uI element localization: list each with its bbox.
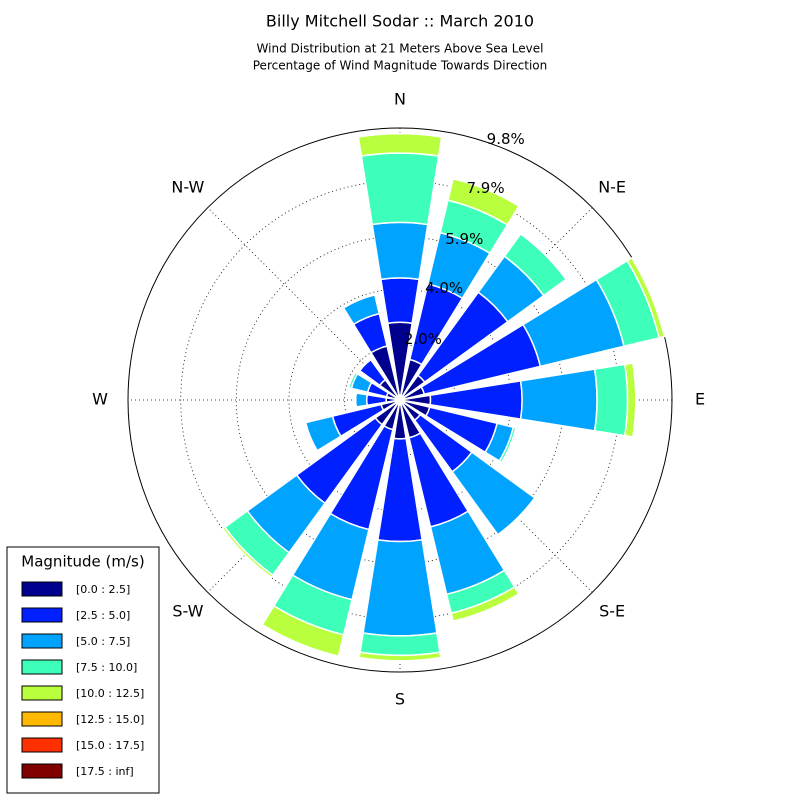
wedge [354,392,357,408]
legend-swatch [21,607,63,623]
legend-label: [12.5 : 15.0] [76,713,144,726]
bars [221,132,666,662]
legend-label: [15.0 : 17.5] [76,739,144,752]
direction-label: N [394,90,406,109]
legend-swatch [21,737,63,753]
legend-swatch [21,763,63,779]
legend-swatch [21,633,63,649]
direction-label: S-E [599,602,625,621]
legend-label: [7.5 : 10.0] [76,661,137,674]
wedge [380,277,420,325]
chart-subtitle: Wind Distribution at 21 Meters Above Sea… [257,42,544,56]
wedge [304,422,318,452]
legend-label: [5.0 : 7.5] [76,635,130,648]
legend-label: [0.0 : 2.5] [76,583,130,596]
legend-label: [17.5 : inf] [76,765,134,778]
direction-label: S-W [172,602,203,621]
legend-swatch [21,659,63,675]
legend-label: [10.0 : 12.5] [76,687,144,700]
wedge [357,132,443,157]
wedge [360,152,440,226]
wedge [371,221,429,281]
wedge [359,632,441,657]
direction-label: S [395,690,405,709]
radial-tick-label: 4.0% [425,279,463,297]
direction-label: N-E [598,177,626,196]
outer-circle [127,127,673,673]
legend: Magnitude (m/s) [0.0 : 2.5] [2.5 : 5.0] [5.… [6,546,160,794]
wedge [359,656,441,662]
radial-tick-label: 7.9% [467,179,505,197]
legend-swatch [21,685,63,701]
wedge [519,368,598,432]
direction-label: W [92,390,108,409]
radial-tick-label: 2.0% [404,330,442,348]
chart-title: Billy Mitchell Sodar :: March 2010 [266,12,534,31]
wedge [354,392,368,408]
chart-subtitle: Percentage of Wind Magnitude Towards Dir… [253,59,547,73]
labels: 2.0% 4.0% 5.9% 7.9% 9.8% N N-E E S-E S S-W W N-W [92,90,705,709]
wedge [261,624,339,658]
wedge [222,528,272,578]
legend-swatch [21,711,63,727]
radial-tick-label: 5.9% [445,230,483,248]
legend-title: Magnitude (m/s) [21,553,144,571]
wedge [593,363,629,437]
wedge [452,177,520,207]
direction-label: E [695,390,705,409]
radial-tick-label: 9.8% [487,130,525,148]
direction-label: N-W [171,177,204,196]
wedge [520,233,567,280]
legend-label: [2.5 : 5.0] [76,609,130,622]
legend-swatch [21,581,63,597]
